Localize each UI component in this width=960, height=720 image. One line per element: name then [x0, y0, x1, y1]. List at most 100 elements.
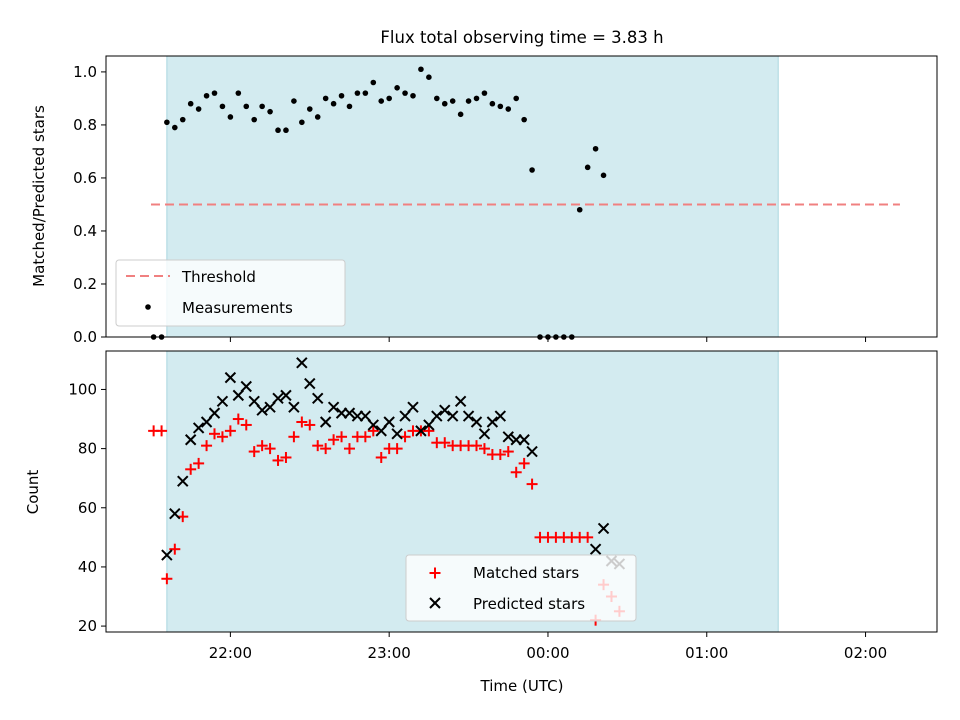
- matched-star-point: [296, 416, 308, 428]
- bottom-x-ticks: 22:00 23:00 00:00 01:00 02:00: [209, 632, 887, 662]
- legend-threshold-label: Threshold: [181, 268, 256, 286]
- matched-star-point: [169, 543, 181, 555]
- predicted-star-point: [240, 380, 252, 393]
- matched-star-point: [156, 425, 168, 437]
- matched-star-point: [320, 443, 332, 455]
- matched-star-point: [336, 431, 348, 443]
- matched-star-point: [510, 466, 522, 478]
- measurement-point: [457, 111, 464, 118]
- y-tick-label: 1.0: [73, 63, 97, 81]
- predicted-star-point: [589, 543, 602, 555]
- predicted-star-point: [200, 416, 213, 428]
- measurement-point: [584, 164, 591, 171]
- x-tick-label: 02:00: [844, 644, 887, 662]
- predicted-star-point: [208, 407, 221, 419]
- measurement-point: [362, 90, 369, 96]
- measurement-point: [513, 95, 520, 102]
- top-legend: Threshold Measurements: [115, 259, 346, 327]
- measurement-point: [211, 90, 218, 96]
- predicted-star-point: [415, 425, 427, 437]
- predicted-star-point: [502, 431, 514, 443]
- predicted-star-point: [478, 428, 491, 440]
- predicted-star-point: [486, 416, 499, 428]
- y-tick-label: 60: [78, 499, 97, 517]
- matched-star-point: [288, 431, 300, 443]
- predicted-star-point: [161, 549, 173, 561]
- measurement-point: [394, 85, 400, 91]
- matched-star-point: [161, 573, 173, 585]
- measurement-point: [179, 116, 186, 123]
- predicted-star-point: [192, 422, 205, 434]
- matched-star-point: [264, 443, 276, 455]
- measurement-point: [195, 106, 202, 112]
- y-tick-label: 0.6: [73, 169, 97, 187]
- predicted-star-point: [439, 404, 451, 416]
- matched-star-point: [304, 419, 316, 431]
- legend-predicted-marker: [429, 597, 441, 609]
- matched-star-point: [494, 449, 506, 461]
- predicted-star-point: [470, 416, 483, 428]
- measurement-point: [386, 95, 392, 102]
- measurement-point: [267, 108, 273, 115]
- matched-star-point: [216, 431, 228, 443]
- predicted-star-point: [367, 419, 380, 431]
- predicted-star-point: [359, 410, 372, 422]
- x-tick-label: 22:00: [209, 644, 252, 662]
- predicted-star-point: [216, 395, 229, 407]
- y-tick-label: 0.0: [73, 328, 97, 346]
- top-x-ticks: [229, 337, 867, 342]
- matched-star-point: [232, 413, 244, 425]
- predicted-star-point: [296, 357, 308, 369]
- measurement-point: [235, 90, 242, 96]
- chart-title: Flux total observing time = 3.83 h: [380, 28, 663, 47]
- predicted-star-point: [184, 434, 197, 446]
- predicted-star-point: [272, 392, 284, 405]
- x-tick-label: 23:00: [368, 644, 411, 662]
- measurement-point: [529, 167, 535, 173]
- measurement-point: [473, 95, 480, 102]
- matched-star-point: [328, 434, 340, 446]
- matched-star-point: [248, 446, 260, 458]
- predicted-star-point: [248, 395, 260, 407]
- measurement-point: [346, 103, 353, 110]
- y-tick-label: 0.8: [73, 116, 97, 134]
- matched-star-point: [272, 454, 284, 466]
- measurement-point: [187, 100, 194, 107]
- predicted-star-point: [518, 434, 530, 446]
- measurement-point: [283, 127, 289, 134]
- count-points: [148, 357, 626, 626]
- predicted-star-point: [224, 371, 237, 384]
- measurement-point: [505, 106, 512, 112]
- measurement-point: [489, 100, 496, 107]
- matched-star-point: [471, 440, 483, 452]
- matched-star-point: [201, 440, 213, 452]
- predicted-star-point: [597, 522, 610, 535]
- measurement-point: [402, 90, 408, 96]
- legend-matched-marker: [429, 567, 441, 579]
- predicted-star-point: [383, 416, 395, 428]
- measurement-point: [275, 127, 281, 134]
- matched-star-point: [209, 428, 221, 440]
- predicted-star-point: [280, 389, 292, 402]
- legend-matched-label: Matched stars: [473, 564, 579, 582]
- measurement-point: [600, 172, 607, 179]
- measurement-point: [259, 103, 265, 110]
- measurement-point: [314, 114, 321, 120]
- measurement-point: [497, 103, 504, 110]
- predicted-star-point: [431, 410, 443, 422]
- bottom-panel: 20 40 60 80 100 22:00 23:00 00:00 01:00 02:00 Co…: [24, 350, 938, 695]
- y-tick-label: 40: [78, 558, 97, 576]
- predicted-star-point: [232, 389, 245, 402]
- matched-star-point: [359, 431, 371, 443]
- measurement-point: [418, 66, 424, 73]
- y-tick-label: 100: [68, 380, 97, 398]
- predicted-star-point: [288, 401, 300, 413]
- matched-star-point: [185, 463, 197, 475]
- top-axes-frame: [105, 55, 938, 338]
- measurement-point: [521, 116, 527, 123]
- measurement-point: [434, 95, 440, 102]
- top-panel: 0.0 0.2 0.4 0.6 0.8 1.0 Matched/Predicted sta…: [30, 55, 938, 346]
- predicted-star-point: [407, 401, 419, 413]
- x-tick-label: 00:00: [526, 644, 569, 662]
- matched-star-point: [391, 443, 403, 455]
